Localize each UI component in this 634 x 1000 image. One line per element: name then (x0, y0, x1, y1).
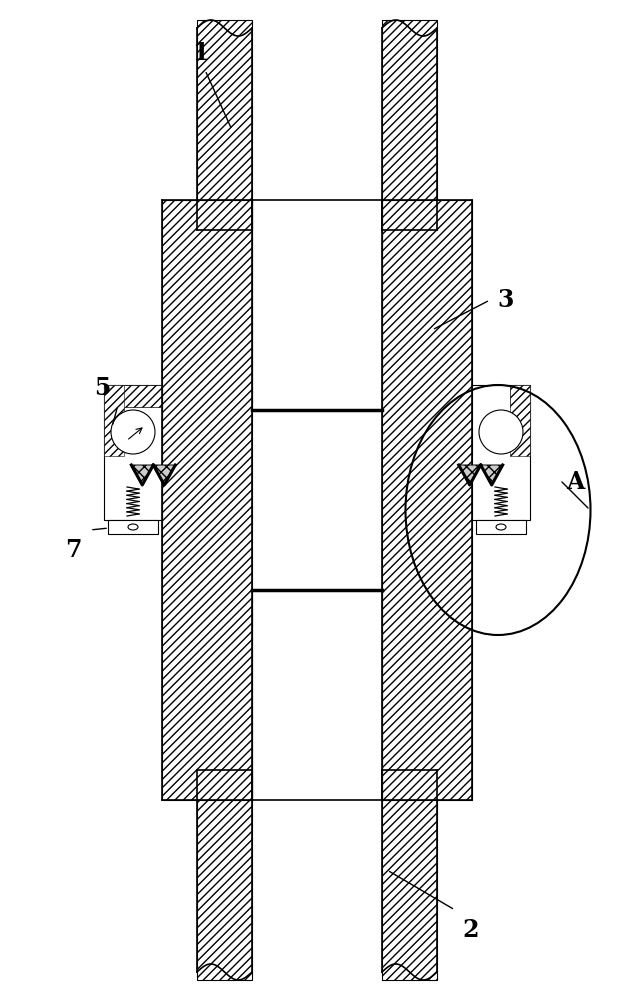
Bar (382, 200, 472, 800)
Bar (197, 20, 252, 230)
Bar (382, 20, 437, 230)
Bar (382, 770, 437, 980)
Bar (104, 385, 124, 456)
Bar (510, 385, 530, 456)
Polygon shape (131, 465, 153, 485)
Polygon shape (481, 465, 503, 485)
Text: 2: 2 (462, 918, 479, 942)
Text: 5: 5 (94, 376, 110, 400)
Ellipse shape (128, 524, 138, 530)
Ellipse shape (496, 524, 506, 530)
Text: 1: 1 (191, 41, 208, 65)
Bar (104, 385, 162, 407)
Text: 3: 3 (497, 288, 514, 312)
Text: 7: 7 (65, 538, 82, 562)
Polygon shape (153, 465, 175, 485)
Bar (162, 200, 252, 800)
Bar (252, 200, 382, 770)
Bar (476, 520, 526, 534)
Bar (197, 770, 252, 980)
Circle shape (111, 410, 155, 454)
Polygon shape (459, 465, 481, 485)
Text: A: A (566, 470, 585, 494)
Bar (252, 410, 382, 590)
Bar (472, 385, 530, 520)
Circle shape (479, 410, 523, 454)
Bar (104, 385, 162, 520)
Bar (252, 200, 382, 230)
Bar (510, 385, 530, 407)
Bar (108, 520, 158, 534)
